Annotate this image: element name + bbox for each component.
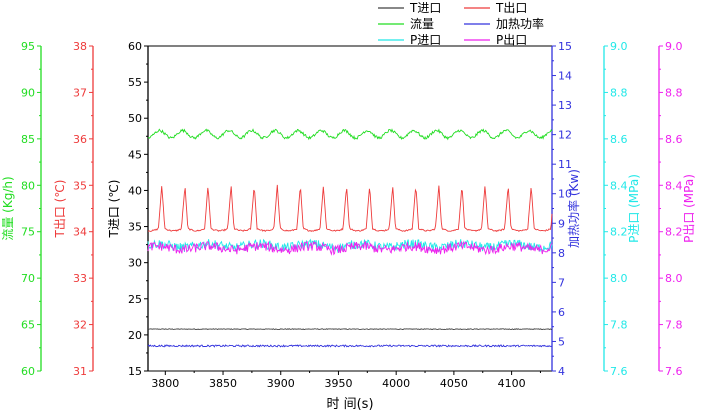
axis-label-pin: P进口 (MPa) (627, 174, 641, 243)
legend-label: 加热功率 (496, 16, 544, 31)
axis-power: 4 5 6 7 8 9 10 11 12 13 14 15 加热功率 (Kw) (551, 40, 581, 378)
y-tick-label-pout: 7.6 (665, 365, 683, 378)
y-tick-label-pout: 7.8 (665, 319, 683, 332)
axis-flow: 60 65 70 75 80 85 90 95 流量 (Kg/h) (1, 40, 42, 378)
axis-pin: 7.6 7.8 8.0 8.2 8.4 8.6 8.8 9.0 P进口 (MPa) (603, 40, 641, 378)
y-tick-label-tout: 38 (73, 40, 87, 53)
axis-label-tout: T出口 (℃) (53, 180, 67, 239)
y-tick-label-flow: 65 (21, 319, 35, 332)
y-tick-label-power: 7 (558, 276, 565, 289)
series-line-4 (147, 344, 553, 348)
y-tick-label-pout: 8.8 (665, 86, 683, 99)
y-tick-label-power: 15 (558, 40, 572, 53)
axis-label-tin: T进口 (℃) (107, 180, 121, 239)
y-tick-label-flow: 70 (21, 272, 35, 285)
y-tick-label-flow: 95 (21, 40, 35, 53)
y-tick-label-pout: 8.2 (665, 226, 683, 239)
series-line-3 (147, 128, 553, 141)
y-tick-label-tout: 37 (73, 86, 87, 99)
series-line-2 (147, 184, 553, 233)
y-tick-label-power: 14 (558, 70, 572, 83)
y-tick-label-pin: 8.6 (610, 133, 628, 146)
y-tick-label-pin: 8.4 (610, 179, 628, 192)
x-tick-label: 3800 (151, 377, 179, 390)
y-tick-label-tout: 36 (73, 133, 87, 146)
y-tick-label-tin: 20 (128, 329, 142, 342)
y-tick-label-tin: 30 (128, 257, 142, 270)
y-tick-label-tin: 15 (128, 365, 142, 378)
x-tick-label: 4050 (440, 377, 468, 390)
axis-pout: 7.6 7.8 8.0 8.2 8.4 8.6 8.8 9.0 P出口 (MPa) (658, 40, 696, 378)
axis-label-power: 加热功率 (Kw) (566, 169, 581, 248)
y-tick-label-pin: 8.8 (610, 86, 628, 99)
y-tick-label-tout: 31 (73, 365, 87, 378)
legend-label: P出口 (496, 33, 527, 47)
y-tick-label-tin: 45 (128, 148, 142, 161)
axis-label-pout: P出口 (MPa) (682, 174, 696, 243)
y-tick-label-power: 4 (558, 365, 565, 378)
y-tick-label-pin: 7.8 (610, 319, 628, 332)
y-tick-label-tin: 35 (128, 221, 142, 234)
y-tick-label-pin: 8.0 (610, 272, 628, 285)
axis-tout: 31 32 33 34 35 36 37 38 T出口 (℃) (53, 40, 94, 378)
y-tick-label-flow: 80 (21, 179, 35, 192)
y-tick-label-pout: 8.4 (665, 179, 683, 192)
series-line-1 (147, 328, 553, 331)
y-tick-label-tin: 40 (128, 184, 142, 197)
x-axis: 3800 3850 3900 3950 4000 4050 4100 时 间(s) (151, 371, 541, 412)
y-tick-label-tin: 25 (128, 293, 142, 306)
y-tick-label-tin: 60 (128, 40, 142, 53)
y-tick-label-pin: 8.2 (610, 226, 628, 239)
y-tick-label-power: 12 (558, 129, 572, 142)
y-tick-label-pin: 9.0 (610, 40, 628, 53)
y-tick-label-power: 9 (558, 217, 565, 230)
y-tick-label-power: 6 (558, 306, 565, 319)
y-tick-label-power: 8 (558, 247, 565, 260)
legend-label: T出口 (495, 1, 527, 15)
x-tick-label: 3900 (267, 377, 295, 390)
series-line-6 (147, 240, 552, 256)
y-tick-label-pin: 7.6 (610, 365, 628, 378)
x-tick-label: 3950 (324, 377, 352, 390)
y-tick-label-tout: 35 (73, 179, 87, 192)
legend-label: P进口 (410, 33, 441, 47)
y-tick-label-flow: 90 (21, 86, 35, 99)
plot-frame (147, 45, 553, 372)
series-group (147, 128, 553, 348)
axis-tin: 15 20 25 30 35 40 45 50 55 60 T进口 (℃) (107, 40, 149, 378)
y-tick-label-pout: 8.6 (665, 133, 683, 146)
legend-label: 流量 (410, 17, 434, 31)
y-tick-label-tout: 34 (73, 226, 87, 239)
y-tick-label-tout: 33 (73, 272, 87, 285)
y-tick-label-power: 11 (558, 158, 572, 171)
legend-label: T进口 (409, 1, 441, 15)
y-tick-label-tin: 50 (128, 112, 142, 125)
y-tick-label-power: 10 (558, 188, 572, 201)
y-tick-label-power: 5 (558, 335, 565, 348)
y-tick-label-flow: 60 (21, 365, 35, 378)
y-tick-label-flow: 85 (21, 133, 35, 146)
y-tick-label-pout: 9.0 (665, 40, 683, 53)
x-tick-label: 4000 (382, 377, 410, 390)
x-tick-label: 3850 (209, 377, 237, 390)
y-tick-label-tout: 32 (73, 319, 87, 332)
x-axis-label: 时 间(s) (326, 397, 373, 412)
x-tick-label: 4100 (498, 377, 526, 390)
y-tick-label-flow: 75 (21, 226, 35, 239)
y-tick-label-pout: 8.0 (665, 272, 683, 285)
y-tick-label-tin: 55 (128, 76, 142, 89)
series-line-5 (147, 238, 553, 254)
y-tick-label-power: 13 (558, 99, 572, 112)
axis-label-flow: 流量 (Kg/h) (1, 176, 15, 240)
